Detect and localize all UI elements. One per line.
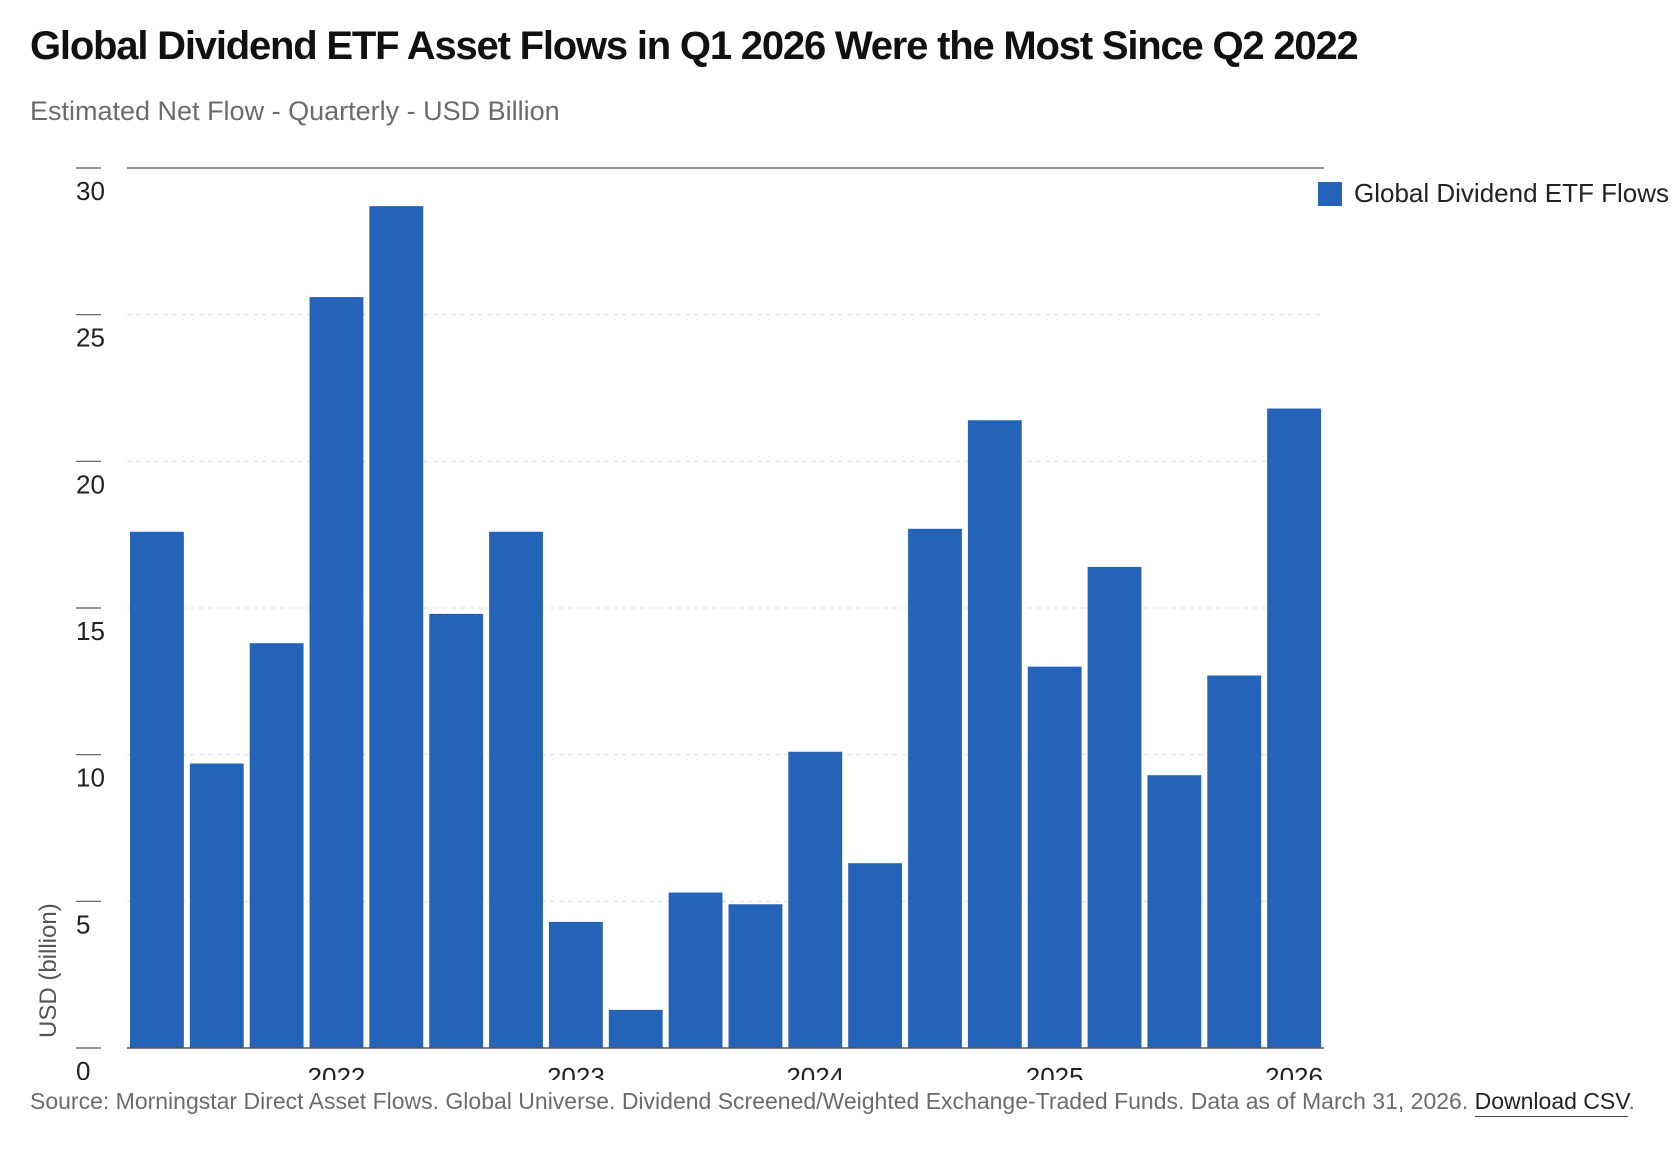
source-trailing: .	[1628, 1088, 1635, 1114]
bar	[967, 420, 1022, 1048]
chart-title: Global Dividend ETF Asset Flows in Q1 20…	[30, 24, 1359, 68]
y-tick-label: 10	[76, 763, 105, 793]
x-tick-label: 2026	[1265, 1062, 1323, 1080]
bar	[1207, 675, 1262, 1048]
legend: Global Dividend ETF Flows	[1318, 178, 1669, 209]
legend-swatch	[1318, 181, 1342, 206]
y-tick-label: 30	[76, 176, 105, 206]
bar	[369, 206, 424, 1049]
bar	[130, 531, 184, 1048]
source-note: Source: Morningstar Direct Asset Flows. …	[30, 1088, 1635, 1117]
chart-subtitle: Estimated Net Flow - Quarterly - USD Bil…	[30, 96, 560, 126]
download-csv-link[interactable]: Download CSV	[1474, 1088, 1629, 1117]
x-tick-label: 2025	[1026, 1062, 1084, 1080]
bar	[489, 531, 543, 1048]
bar	[429, 613, 484, 1048]
x-tick-label: 2022	[308, 1062, 366, 1080]
x-tick-label: 2024	[786, 1062, 844, 1080]
bar	[608, 1009, 663, 1048]
bar	[548, 921, 603, 1048]
y-tick-label: 20	[76, 469, 105, 499]
y-tick-label: 25	[76, 323, 105, 353]
bar	[908, 528, 962, 1048]
bar	[1267, 408, 1321, 1048]
bar	[309, 297, 364, 1049]
bar	[848, 863, 903, 1048]
bar	[1087, 566, 1142, 1048]
bars	[130, 206, 1321, 1049]
y-tick-label: 5	[76, 909, 90, 939]
x-axis: 2022 2023 2024 2025 2026	[308, 1062, 1323, 1080]
bar	[1147, 775, 1202, 1048]
bar	[189, 763, 244, 1048]
bar	[788, 751, 843, 1048]
bar	[249, 643, 304, 1048]
bar	[1027, 666, 1082, 1048]
source-text: Source: Morningstar Direct Asset Flows. …	[30, 1088, 1469, 1114]
y-tick-label: 15	[76, 616, 105, 646]
legend-label: Global Dividend ETF Flows	[1354, 178, 1669, 208]
y-tick-label: 0	[76, 1056, 90, 1080]
gridlines	[127, 167, 1324, 902]
x-tick-label: 2023	[547, 1062, 605, 1080]
bar	[728, 904, 783, 1048]
bar	[668, 892, 723, 1048]
y-axis-label: USD (billion)	[35, 903, 62, 1038]
y-axis: 0 5 10 15 20 25 30	[76, 167, 105, 1080]
